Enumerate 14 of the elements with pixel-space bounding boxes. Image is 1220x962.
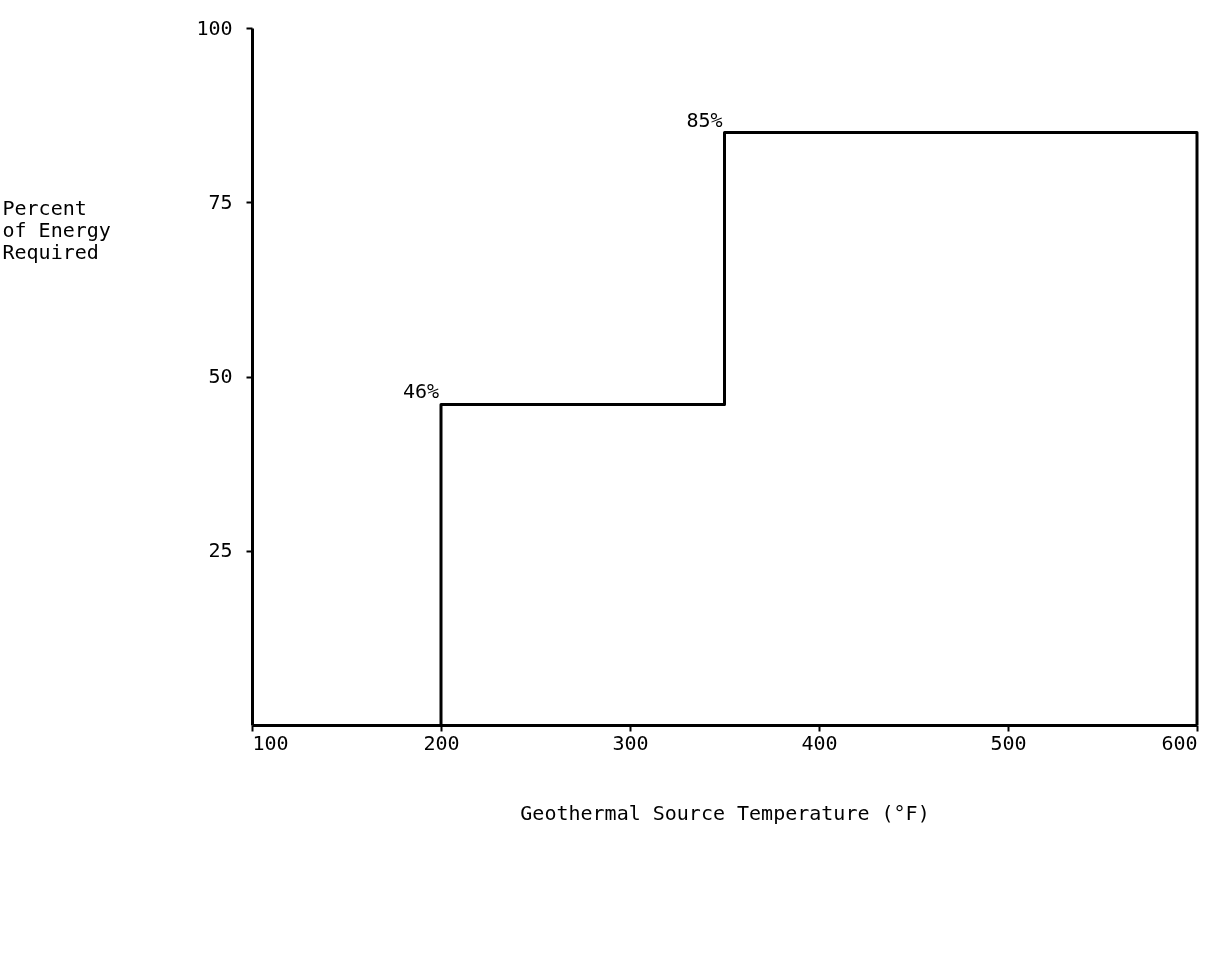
y-tick-label: 75	[208, 189, 233, 214]
x-tick-label: 600	[1161, 730, 1198, 755]
y-tick-label: 25	[208, 538, 233, 563]
annotation: 85%	[686, 107, 723, 132]
x-axis-title: Geothermal Source Temperature (°F)	[520, 800, 930, 825]
y-tick-label: 100	[196, 15, 233, 40]
y-tick-label: 50	[208, 364, 233, 388]
annotation: 46%	[402, 379, 439, 404]
x-tick-label: 100	[252, 730, 289, 755]
y-axis-title: Percent of Energy Required	[2, 195, 111, 264]
x-tick-label: 500	[990, 730, 1027, 755]
x-tick-label: 300	[612, 730, 649, 755]
x-tick-label: 200	[423, 730, 460, 755]
x-tick-label: 400	[801, 730, 838, 755]
